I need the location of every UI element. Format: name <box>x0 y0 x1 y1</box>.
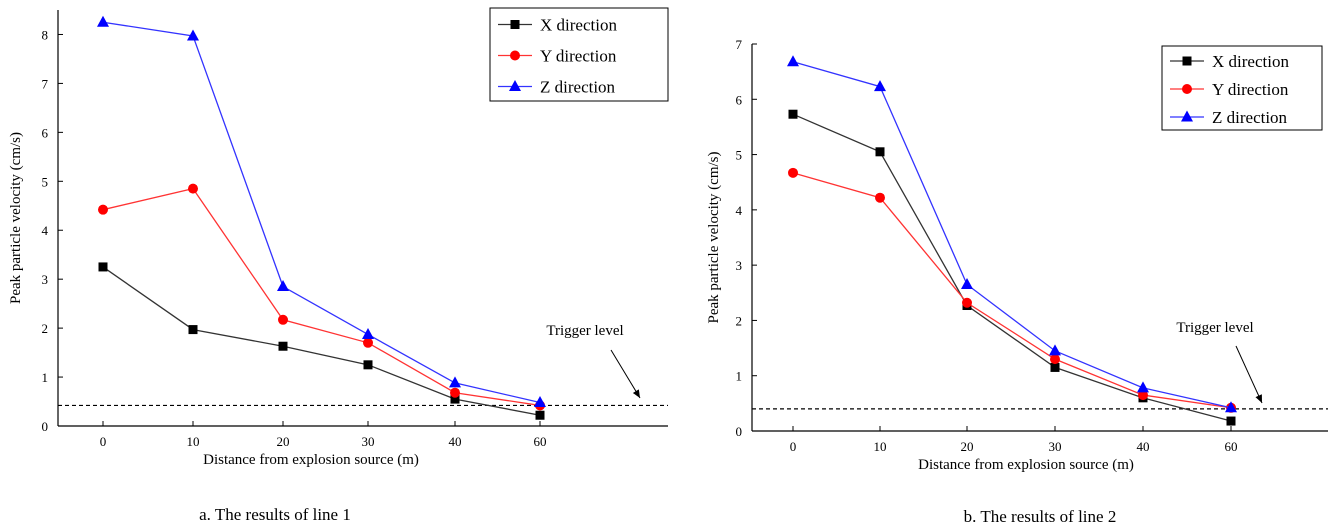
data-point-triangle <box>277 280 289 292</box>
data-point-square <box>1226 416 1236 426</box>
trigger-level-label: Trigger level <box>546 323 623 339</box>
y-tick-label: 8 <box>42 27 49 42</box>
legend: X direction Y direction Z direction <box>489 7 669 102</box>
series-line-square <box>102 266 541 416</box>
data-point-triangle <box>534 396 546 408</box>
x-tick-label: 60 <box>1225 439 1238 454</box>
y-axis-title: Peak particle velocity (cm/s) <box>8 132 24 304</box>
data-point-triangle <box>1137 381 1149 393</box>
series-line-triangle <box>102 21 541 404</box>
series-line-triangle <box>792 61 1232 409</box>
x-tick-label: 0 <box>100 434 107 449</box>
data-point-circle <box>450 387 460 398</box>
legend-marker-square <box>1182 56 1192 66</box>
data-point-triangle <box>874 80 886 92</box>
legend-label: Y direction <box>540 47 617 66</box>
data-point-triangle <box>787 55 799 67</box>
data-point-circle <box>278 314 288 325</box>
legend-marker-triangle <box>509 80 521 91</box>
data-point-circle <box>875 192 885 203</box>
data-point-square <box>788 109 798 119</box>
legend-marker-circle <box>510 50 520 61</box>
series-line-circle <box>102 187 541 407</box>
data-point-circle <box>788 167 798 178</box>
x-tick-label: 20 <box>277 434 290 449</box>
y-tick-label: 2 <box>42 321 49 336</box>
y-tick-label: 4 <box>42 223 49 238</box>
data-point-triangle <box>1049 344 1061 356</box>
y-tick-label: 1 <box>42 370 49 385</box>
y-tick-label: 7 <box>736 37 743 52</box>
legend-label: Z direction <box>540 78 616 97</box>
data-point-triangle <box>362 327 374 339</box>
y-tick-label: 5 <box>736 148 743 163</box>
y-axis-title: Peak particle velocity (cm/s) <box>706 151 722 323</box>
legend-label: X direction <box>540 16 617 35</box>
legend-marker-circle <box>1182 84 1192 94</box>
y-tick-label: 6 <box>42 125 49 140</box>
chart-panel-line-1: 0 1 2 3 4 5 6 7 8 0 10 20 30 40 60 Distance from explos… <box>8 7 669 524</box>
legend-label: Y direction <box>1212 80 1289 99</box>
y-tick-label: 4 <box>736 203 743 218</box>
x-tick-label: 0 <box>790 439 797 454</box>
y-tick-label: 6 <box>736 92 743 107</box>
y-tick-label: 2 <box>736 313 743 328</box>
x-tick-label: 60 <box>534 434 547 449</box>
data-point-square <box>450 394 460 404</box>
y-tick-label: 7 <box>42 76 49 91</box>
trigger-arrow-line <box>610 349 641 399</box>
data-point-triangle <box>97 15 109 27</box>
x-tick-label: 30 <box>1049 439 1062 454</box>
y-tick-label: 0 <box>42 419 49 434</box>
trigger-arrow-head <box>1255 394 1262 403</box>
data-point-square <box>188 325 198 335</box>
trigger-level-label: Trigger level <box>1176 320 1253 336</box>
data-point-circle <box>98 204 108 215</box>
y-tick-label: 3 <box>736 258 743 273</box>
legend-marker-triangle <box>1181 110 1193 122</box>
figure-caption: b. The results of line 2 <box>964 507 1117 526</box>
y-tick-label: 0 <box>736 424 743 439</box>
data-point-square <box>535 410 545 420</box>
legend-label: Z direction <box>1212 108 1288 127</box>
data-point-square <box>278 341 288 351</box>
series-line-square <box>792 113 1232 422</box>
x-tick-label: 40 <box>449 434 462 449</box>
data-point-square <box>875 147 885 157</box>
data-point-square <box>363 360 373 370</box>
x-axis-title: Distance from explosion source (m) <box>203 452 419 468</box>
legend-marker-square <box>510 20 520 29</box>
x-tick-label: 10 <box>187 434 200 449</box>
legend: X direction Y direction Z direction <box>1161 45 1323 131</box>
y-tick-label: 5 <box>42 174 49 189</box>
legend-label: X direction <box>1212 52 1289 71</box>
x-tick-label: 30 <box>362 434 375 449</box>
data-point-circle <box>363 337 373 348</box>
x-tick-label: 40 <box>1137 439 1150 454</box>
data-point-triangle <box>449 376 461 388</box>
data-point-triangle <box>961 277 973 289</box>
series-line-circle <box>792 172 1232 409</box>
y-tick-label: 3 <box>42 272 49 287</box>
trigger-arrow-head <box>632 389 640 398</box>
data-point-square <box>1050 362 1060 372</box>
y-tick-label: 1 <box>736 369 743 384</box>
data-point-square <box>98 262 108 272</box>
chart-panel-line-2: 0 1 2 3 4 5 6 7 0 10 20 30 40 60 Distance from explosi… <box>706 37 1328 526</box>
data-point-triangle <box>187 29 199 41</box>
trigger-arrow-line <box>1235 345 1263 404</box>
data-point-circle <box>1138 390 1148 401</box>
data-point-circle <box>1050 354 1060 365</box>
data-point-circle <box>188 183 198 194</box>
figure-caption: a. The results of line 1 <box>199 505 351 524</box>
data-point-triangle <box>1225 401 1237 413</box>
x-tick-label: 20 <box>961 439 974 454</box>
data-point-circle <box>962 297 972 308</box>
x-tick-label: 10 <box>874 439 887 454</box>
x-axis-title: Distance from explosion source (m) <box>918 457 1134 473</box>
